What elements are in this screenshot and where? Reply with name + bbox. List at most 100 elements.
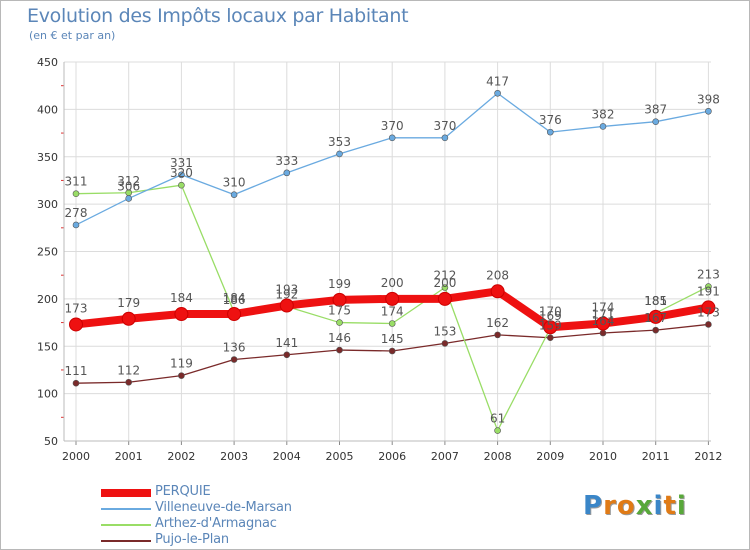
point-arthez-d-armagnac-2007: [441, 284, 449, 291]
data-label-pujo-le-plan-2000: 111: [65, 364, 88, 378]
point-perquie-2010: [596, 316, 610, 331]
point-perquie-2005: [332, 292, 347, 307]
data-label-villeneuve-de-marsan-2009: 376: [539, 113, 562, 127]
x-tick-label-2005: 2005: [326, 450, 354, 463]
data-label-pujo-le-plan-2007: 153: [433, 324, 456, 338]
point-arthez-d-armagnac-2008: [494, 427, 501, 434]
data-label-pujo-le-plan-2005: 146: [328, 331, 351, 345]
data-label-arthez-d-armagnac-2006: 174: [381, 305, 404, 319]
point-pujo-le-plan-2001: [125, 378, 132, 386]
y-tick-label-300: 300: [37, 198, 58, 211]
y-tick-label-400: 400: [37, 103, 58, 116]
legend-label-perquie: PERQUIE: [155, 484, 211, 499]
point-pujo-le-plan-2002: [178, 372, 185, 379]
x-tick-label-2001: 2001: [115, 450, 143, 463]
point-villeneuve-de-marsan-2000: [72, 221, 80, 229]
x-tick-label-2006: 2006: [378, 450, 406, 463]
point-pujo-le-plan-2004: [283, 351, 291, 359]
legend-swatch-villeneuve-de-marsan: [101, 508, 151, 510]
point-pujo-le-plan-2009: [546, 334, 554, 342]
data-label-pujo-le-plan-2011: 167: [644, 311, 667, 325]
point-arthez-d-armagnac-2012: [705, 283, 712, 290]
data-label-perquie-2003: 184: [223, 291, 246, 305]
x-tick-label-2007: 2007: [431, 450, 459, 463]
y-tick-label-150: 150: [37, 340, 58, 353]
y-tick-label-100: 100: [37, 388, 58, 401]
data-label-villeneuve-de-marsan-2000: 278: [65, 206, 88, 220]
logo-letter-2: o: [616, 491, 636, 521]
data-label-arthez-d-armagnac-2011: 185: [644, 294, 667, 308]
data-label-perquie-2012: 191: [697, 284, 720, 298]
x-tick-label-2008: 2008: [484, 450, 512, 463]
series-layer: [69, 89, 716, 434]
legend-label-pujo-le-plan: Pujo-le-Plan: [155, 532, 229, 547]
point-pujo-le-plan-2008: [494, 331, 501, 339]
x-tick-label-2010: 2010: [589, 450, 617, 463]
data-label-pujo-le-plan-2006: 145: [381, 332, 404, 346]
point-pujo-le-plan-2003: [230, 356, 238, 363]
point-villeneuve-de-marsan-2010: [599, 123, 607, 130]
logo-letter-5: t: [663, 491, 677, 521]
data-label-pujo-le-plan-2002: 119: [170, 357, 193, 371]
data-label-arthez-d-armagnac-2001: 312: [117, 174, 140, 188]
series-villeneuve-de-marsan: [72, 89, 712, 229]
point-perquie-2002: [174, 307, 189, 322]
chart-subtitle: (en € et par an): [29, 29, 116, 42]
x-tick-label-2009: 2009: [536, 450, 564, 463]
point-villeneuve-de-marsan-2009: [546, 128, 554, 136]
data-label-villeneuve-de-marsan-2006: 370: [381, 119, 404, 133]
logo-letter-6: i: [676, 491, 687, 521]
data-label-perquie-2008: 208: [486, 268, 509, 282]
point-pujo-le-plan-2006: [388, 347, 396, 355]
point-villeneuve-de-marsan-2011: [652, 118, 660, 125]
data-label-villeneuve-de-marsan-2007: 370: [433, 119, 456, 133]
data-label-arthez-d-armagnac-2012: 213: [697, 268, 720, 282]
data-label-pujo-le-plan-2004: 141: [275, 336, 298, 350]
data-label-perquie-2004: 193: [275, 283, 298, 297]
data-label-pujo-le-plan-2012: 173: [697, 305, 720, 319]
data-label-pujo-le-plan-2003: 136: [223, 341, 246, 355]
data-label-arthez-d-armagnac-2005: 175: [328, 304, 351, 318]
data-label-villeneuve-de-marsan-2001: 306: [117, 179, 140, 193]
y-tick-label-450: 450: [37, 56, 58, 69]
grid-layer: [64, 61, 711, 442]
point-villeneuve-de-marsan-2003: [230, 191, 238, 198]
data-label-pujo-le-plan-2009: 159: [539, 319, 562, 333]
point-villeneuve-de-marsan-2001: [125, 195, 132, 202]
point-villeneuve-de-marsan-2012: [705, 107, 712, 115]
legend-label-villeneuve-de-marsan: Villeneuve-de-Marsan: [155, 500, 292, 515]
x-tick-label-2004: 2004: [273, 450, 301, 463]
data-label-arthez-d-armagnac-2007: 212: [433, 269, 456, 283]
point-arthez-d-armagnac-2006: [388, 320, 396, 327]
point-villeneuve-de-marsan-2007: [441, 134, 449, 142]
legend-swatch-perquie: [101, 489, 151, 497]
data-label-arthez-d-armagnac-2003: 186: [223, 293, 246, 307]
data-label-arthez-d-armagnac-2009: 169: [539, 309, 562, 323]
point-pujo-le-plan-2000: [72, 379, 80, 387]
logo-letter-1: r: [603, 491, 617, 521]
data-label-villeneuve-de-marsan-2008: 417: [486, 74, 509, 88]
data-label-pujo-le-plan-2010: 164: [592, 314, 615, 328]
point-perquie-2000: [69, 317, 83, 332]
x-tick-label-2000: 2000: [62, 450, 90, 463]
data-label-perquie-2011: 181: [644, 294, 667, 308]
point-pujo-le-plan-2007: [441, 340, 449, 347]
point-perquie-2007: [437, 291, 452, 306]
data-label-perquie-2007: 200: [433, 276, 456, 290]
point-perquie-2006: [385, 291, 400, 306]
proxiti-logo[interactable]: Proxiti: [583, 491, 687, 521]
x-tick-label-2012: 2012: [694, 450, 722, 463]
point-pujo-le-plan-2010: [599, 329, 607, 337]
point-perquie-2011: [648, 309, 663, 324]
point-arthez-d-armagnac-2005: [336, 319, 343, 326]
data-label-villeneuve-de-marsan-2005: 353: [328, 135, 351, 149]
y-tick-label-350: 350: [37, 151, 58, 164]
x-tick-label-2002: 2002: [167, 450, 195, 463]
axis-layer: 50 100 150 200 250 300 350 400 450 2000 2001 2002 20…: [37, 56, 722, 463]
point-villeneuve-de-marsan-2005: [336, 150, 343, 158]
chart-title: Evolution des Impôts locaux par Habitant: [27, 5, 409, 27]
data-label-layer: 111 112 119 136 141 146 145 153 162 159 164 167 173 3…: [65, 74, 720, 425]
point-perquie-2009: [543, 320, 558, 335]
point-perquie-2008: [490, 284, 505, 299]
